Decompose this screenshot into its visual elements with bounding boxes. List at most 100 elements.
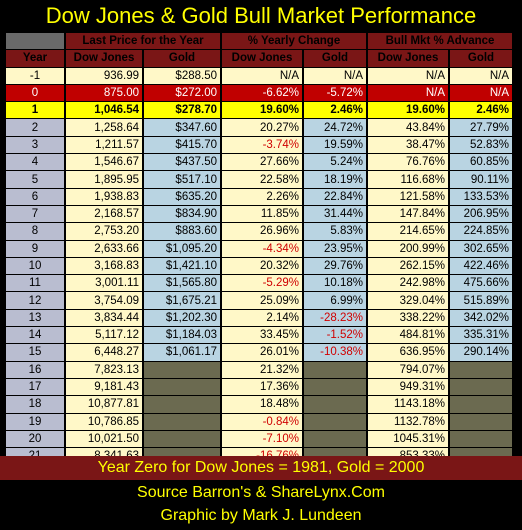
- cell-gold-change: [304, 361, 366, 378]
- cell-gold-change: [304, 430, 366, 448]
- cell-dow-change: 22.58%: [222, 171, 302, 188]
- table-row: 5 1,895.95 $517.10 22.58% 18.19% 116.68% 90.11…: [6, 171, 512, 188]
- cell-gold-price: $437.50: [144, 154, 220, 171]
- cell-gold-price: $288.50: [144, 67, 220, 84]
- cell-dow-change: -5.29%: [222, 275, 302, 292]
- cell-gold-advance: 335.31%: [450, 327, 512, 344]
- col-gold-price: Gold: [144, 50, 220, 67]
- cell-gold-change: 19.59%: [304, 136, 366, 154]
- table-row: 18 10,877.81 18.48% 1143.18%: [6, 396, 512, 413]
- table-row: 10 3,168.83 $1,421.10 20.32% 29.76% 262.15% 42…: [6, 257, 512, 275]
- page-title: Dow Jones & Gold Bull Market Performance: [45, 3, 477, 28]
- table-row: 3 1,211.57 $415.70 -3.74% 19.59% 38.47% 52.83%: [6, 136, 512, 154]
- cell-dow-price: 3,168.83: [66, 257, 142, 275]
- cell-dow-price: 1,895.95: [66, 171, 142, 188]
- cell-dow-price: 10,021.50: [66, 430, 142, 448]
- cell-gold-price: $1,095.20: [144, 240, 220, 257]
- cell-year: -1: [6, 67, 64, 84]
- table-row: 2 1,258.64 $347.60 20.27% 24.72% 43.84% 27.79%: [6, 119, 512, 136]
- cell-year: 0: [6, 84, 64, 102]
- cell-dow-change: 2.14%: [222, 309, 302, 327]
- cell-dow-change: 19.60%: [222, 102, 302, 119]
- cell-dow-advance: 19.60%: [368, 102, 448, 119]
- cell-dow-advance: 147.84%: [368, 205, 448, 223]
- cell-year: 3: [6, 136, 64, 154]
- cell-year: 16: [6, 361, 64, 378]
- cell-year: 1: [6, 102, 64, 119]
- cell-dow-price: 6,448.27: [66, 344, 142, 361]
- cell-dow-price: 2,633.66: [66, 240, 142, 257]
- cell-year: 19: [6, 413, 64, 430]
- cell-dow-change: N/A: [222, 67, 302, 84]
- cell-dow-price: 7,823.13: [66, 361, 142, 378]
- cell-gold-advance: 302.65%: [450, 240, 512, 257]
- cell-dow-advance: 76.76%: [368, 154, 448, 171]
- cell-dow-change: 20.32%: [222, 257, 302, 275]
- cell-dow-change: 11.85%: [222, 205, 302, 223]
- table-row: 13 3,834.44 $1,202.30 2.14% -28.23% 338.22% 34…: [6, 309, 512, 327]
- cell-year: 17: [6, 378, 64, 396]
- cell-dow-advance: 116.68%: [368, 171, 448, 188]
- cell-gold-price: $272.00: [144, 84, 220, 102]
- table-row: -1 936.99 $288.50 N/A N/A N/A N/A: [6, 67, 512, 84]
- col-dow-price: Dow Jones: [66, 50, 142, 67]
- cell-dow-change: 18.48%: [222, 396, 302, 413]
- cell-gold-advance: 60.85%: [450, 154, 512, 171]
- cell-dow-price: 9,181.43: [66, 378, 142, 396]
- cell-dow-change: 2.26%: [222, 188, 302, 205]
- column-header-row: Year Dow Jones Gold Dow Jones Gold Dow J…: [6, 50, 512, 67]
- table-row: 11 3,001.11 $1,565.80 -5.29% 10.18% 242.98% 47…: [6, 275, 512, 292]
- cell-dow-advance: 38.47%: [368, 136, 448, 154]
- table-row: 15 6,448.27 $1,061.17 26.01% -10.38% 636.95% 2…: [6, 344, 512, 361]
- cell-dow-advance: N/A: [368, 67, 448, 84]
- header-last-price: Last Price for the Year: [66, 33, 220, 50]
- cell-gold-price: $1,421.10: [144, 257, 220, 275]
- cell-year: 9: [6, 240, 64, 257]
- table-row: 17 9,181.43 17.36% 949.31%: [6, 378, 512, 396]
- table-row: 20 10,021.50 -7.10% 1045.31%: [6, 430, 512, 448]
- cell-gold-change: 2.46%: [304, 102, 366, 119]
- cell-gold-advance: 224.85%: [450, 223, 512, 240]
- group-header-row: Last Price for the Year % Yearly Change …: [6, 33, 512, 50]
- cell-dow-change: 17.36%: [222, 378, 302, 396]
- cell-year: 12: [6, 292, 64, 309]
- table-row: 16 7,823.13 21.32% 794.07%: [6, 361, 512, 378]
- cell-gold-change: 5.24%: [304, 154, 366, 171]
- cell-dow-price: 3,001.11: [66, 275, 142, 292]
- cell-gold-price: $635.20: [144, 188, 220, 205]
- cell-year: 6: [6, 188, 64, 205]
- cell-gold-advance: N/A: [450, 84, 512, 102]
- cell-gold-advance: 90.11%: [450, 171, 512, 188]
- cell-year: 11: [6, 275, 64, 292]
- cell-dow-advance: 636.95%: [368, 344, 448, 361]
- cell-dow-change: 33.45%: [222, 327, 302, 344]
- cell-year: 5: [6, 171, 64, 188]
- cell-gold-advance: [450, 378, 512, 396]
- cell-year: 15: [6, 344, 64, 361]
- cell-gold-advance: [450, 361, 512, 378]
- graphic-credit: Graphic by Mark J. Lundeen: [160, 507, 362, 524]
- table-row: 19 10,786.85 -0.84% 1132.78%: [6, 413, 512, 430]
- col-gold-change: Gold: [304, 50, 366, 67]
- cell-dow-price: 1,211.57: [66, 136, 142, 154]
- cell-dow-price: 10,786.85: [66, 413, 142, 430]
- cell-gold-price: [144, 378, 220, 396]
- cell-dow-change: 20.27%: [222, 119, 302, 136]
- cell-dow-price: 1,938.83: [66, 188, 142, 205]
- cell-gold-change: 10.18%: [304, 275, 366, 292]
- cell-dow-advance: 794.07%: [368, 361, 448, 378]
- cell-gold-advance: 515.89%: [450, 292, 512, 309]
- cell-dow-advance: 1132.78%: [368, 413, 448, 430]
- cell-gold-advance: 475.66%: [450, 275, 512, 292]
- cell-gold-price: $1,061.17: [144, 344, 220, 361]
- cell-year: 8: [6, 223, 64, 240]
- cell-dow-advance: 262.15%: [368, 257, 448, 275]
- cell-gold-advance: 2.46%: [450, 102, 512, 119]
- cell-gold-change: -28.23%: [304, 309, 366, 327]
- cell-dow-price: 3,754.09: [66, 292, 142, 309]
- cell-year: 20: [6, 430, 64, 448]
- cell-dow-advance: 1045.31%: [368, 430, 448, 448]
- cell-dow-advance: 338.22%: [368, 309, 448, 327]
- cell-gold-price: $1,675.21: [144, 292, 220, 309]
- cell-dow-change: -0.84%: [222, 413, 302, 430]
